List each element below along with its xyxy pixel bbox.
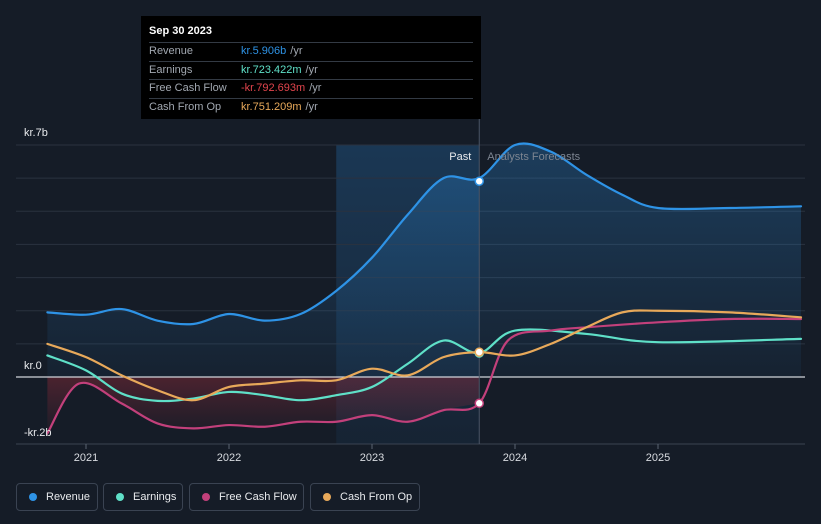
x-tick-label: 2023 (360, 452, 384, 464)
tooltip-date: Sep 30 2023 (149, 25, 212, 37)
revenue-legend-dot-icon (29, 493, 37, 501)
legend-revenue[interactable]: Revenue (16, 483, 98, 511)
revenue-area (47, 143, 801, 377)
y-label-bottom: -kr.2b (24, 427, 52, 439)
tooltip-label: Cash From Op (149, 100, 222, 113)
tooltip-row-cash-from-op: Cash From Op kr.751.209m /yr (149, 97, 473, 117)
chart-tooltip: Sep 30 2023 Revenue kr.5.906b /yr Earnin… (141, 16, 481, 119)
series-line-free-cash-flow (46, 317, 803, 435)
negative-area (47, 377, 480, 434)
tooltip-row-free-cash-flow: Free Cash Flow -kr.792.693m /yr (149, 79, 473, 98)
y-label-top: kr.7b (24, 127, 48, 139)
x-tick-label: 2022 (217, 452, 241, 464)
series-line-cash-from-op (46, 309, 803, 402)
tooltip-label: Earnings (149, 63, 193, 76)
series-line-revenue (46, 142, 803, 326)
free-cash-flow-legend-dot-icon (202, 493, 210, 501)
tooltip-unit: /yr (305, 100, 318, 113)
highlight-point-revenue (474, 176, 484, 187)
tooltip-unit: /yr (305, 63, 318, 76)
tooltip-label: Free Cash Flow (149, 82, 227, 94)
legend-label: Revenue (46, 491, 91, 503)
forecast-label: Analysts Forecasts (487, 151, 580, 163)
y-label-zero: kr.0 (24, 360, 42, 372)
past-label: Past (449, 151, 471, 163)
legend-free-cash-flow[interactable]: Free Cash Flow (189, 483, 304, 511)
legend-earnings[interactable]: Earnings (103, 483, 183, 511)
x-tick-label: 2025 (646, 452, 670, 464)
tooltip-unit: /yr (309, 82, 322, 94)
legend-label: Cash From Op (340, 491, 413, 503)
tooltip-value: kr.751.209m (241, 100, 302, 113)
x-tick-label: 2024 (503, 452, 527, 464)
cash-from-op-legend-dot-icon (323, 493, 331, 501)
tooltip-row-earnings: Earnings kr.723.422m /yr (149, 60, 473, 80)
earnings-legend-dot-icon (116, 493, 124, 501)
tooltip-label: Revenue (149, 45, 194, 57)
legend-cash-from-op[interactable]: Cash From Op (310, 483, 420, 511)
legend-label: Free Cash Flow (219, 491, 297, 503)
highlight-point-cash-from-op (474, 347, 484, 357)
highlight-point-free-cash-flow (474, 398, 484, 409)
tooltip-unit: /yr (290, 45, 303, 57)
x-tick-label: 2021 (74, 452, 98, 464)
tooltip-value: kr.723.422m (241, 63, 302, 76)
tooltip-row-revenue: Revenue kr.5.906b /yr (149, 42, 473, 61)
tooltip-value: -kr.792.693m (241, 82, 306, 94)
legend-label: Earnings (133, 491, 177, 503)
tooltip-value: kr.5.906b (241, 45, 287, 57)
